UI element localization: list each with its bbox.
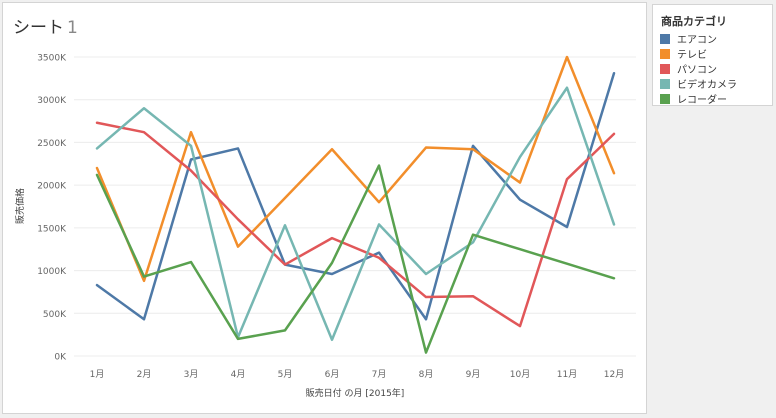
y-tick-label: 500K xyxy=(43,310,67,320)
series-line xyxy=(95,121,616,328)
y-tick-label: 0K xyxy=(54,353,67,363)
legend-item[interactable]: レコーダー xyxy=(660,91,737,106)
series-line xyxy=(95,164,616,354)
x-tick-label: 12月 xyxy=(604,369,624,380)
legend-items: エアコンテレビパソコンビデオカメラ レコーダー xyxy=(660,31,737,106)
legend-label: エアコン xyxy=(677,35,717,46)
series-line xyxy=(95,71,616,321)
x-tick-label: 3月 xyxy=(184,369,199,380)
x-tick-label: 10月 xyxy=(510,369,530,380)
legend-label: ビデオカメラ xyxy=(677,80,737,91)
legend-item[interactable]: ビデオカメラ xyxy=(660,76,737,91)
sheet-title-number: 1 xyxy=(67,18,78,38)
legend: 商品カテゴリ エアコンテレビパソコンビデオカメラ レコーダー xyxy=(652,4,773,106)
legend-label: パソコン xyxy=(677,65,717,76)
x-tick-label: 5月 xyxy=(278,369,293,380)
legend-swatch xyxy=(660,33,670,44)
x-tick-label: 4月 xyxy=(231,369,246,380)
legend-item[interactable]: エアコン xyxy=(660,31,737,46)
y-tick-label: 3000K xyxy=(37,96,67,106)
legend-swatch xyxy=(660,63,670,74)
x-tick-label: 2月 xyxy=(137,369,152,380)
x-tick-label: 8月 xyxy=(419,369,434,380)
y-tick-label: 1500K xyxy=(37,224,67,234)
x-tick-label: 11月 xyxy=(557,369,577,380)
y-tick-label: 3500K xyxy=(37,54,67,64)
y-tick-label: 2500K xyxy=(37,139,67,149)
legend-title: 商品カテゴリ xyxy=(661,15,727,28)
series-line xyxy=(95,86,616,342)
sheet-title: シート 1 xyxy=(13,13,78,38)
legend-swatch xyxy=(660,48,670,59)
legend-swatch xyxy=(660,78,670,89)
x-axis-title: 販売日付 の月 [2015年] xyxy=(306,387,405,399)
y-axis-title: 販売価格 xyxy=(14,188,26,224)
x-tick-label: 6月 xyxy=(325,369,340,380)
series-line xyxy=(95,55,616,283)
y-tick-label: 2000K xyxy=(37,182,67,192)
y-tick-label: 1000K xyxy=(37,267,67,277)
x-tick-label: 1月 xyxy=(90,369,105,380)
x-tick-label: 7月 xyxy=(372,369,387,380)
x-tick-label: 9月 xyxy=(466,369,481,380)
legend-swatch xyxy=(660,93,670,104)
worksheet-panel: シート 1 xyxy=(2,2,647,414)
legend-item[interactable]: パソコン xyxy=(660,61,737,76)
legend-label: レコーダー xyxy=(677,95,727,106)
legend-label: テレビ xyxy=(677,50,707,61)
legend-item[interactable]: テレビ xyxy=(660,46,737,61)
sheet-title-text: シート xyxy=(13,18,64,38)
